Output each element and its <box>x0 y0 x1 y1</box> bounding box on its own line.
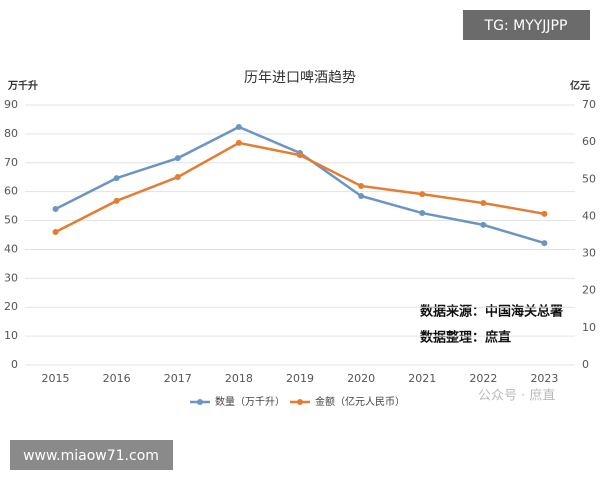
x-tick-label: 2018 <box>225 372 253 385</box>
legend-swatch <box>297 399 303 405</box>
chart-title: 历年进口啤酒趋势 <box>244 70 356 86</box>
y-tick-label: 80 <box>4 127 18 140</box>
y2-tick-label: 30 <box>582 247 596 260</box>
point <box>174 155 181 162</box>
x-tick-label: 2015 <box>42 372 70 385</box>
y-tick-label: 20 <box>4 300 18 313</box>
y-tick-label: 30 <box>4 271 18 284</box>
website: www.miaow71.com <box>23 448 159 464</box>
annotation: 数据整理：庶直 <box>420 330 511 346</box>
y2-tick-label: 40 <box>582 209 596 222</box>
badge: TG: MYYJJPP <box>484 18 568 34</box>
y2-tick-label: 50 <box>582 172 596 185</box>
annotation: 数据来源：中国海关总署 <box>420 304 563 320</box>
point <box>235 123 242 130</box>
legend-label: 数量（万千升） <box>215 395 285 408</box>
point <box>358 182 365 189</box>
website-bg <box>10 440 173 470</box>
point <box>358 193 365 199</box>
point <box>113 197 120 204</box>
badge-bg <box>463 10 590 40</box>
y2-tick-label: 70 <box>582 98 596 111</box>
y2-tick-label: 10 <box>582 321 596 334</box>
point <box>419 191 426 198</box>
x-tick-label: 2019 <box>286 372 314 385</box>
y-tick-label: 0 <box>11 358 18 371</box>
point <box>541 240 548 247</box>
x-tick-label: 2020 <box>347 372 375 385</box>
point <box>113 175 120 182</box>
watermark: 公众号 · 庶直 <box>478 388 555 404</box>
y-tick-label: 40 <box>4 242 18 255</box>
point <box>52 229 59 236</box>
y-tick-label: 70 <box>4 156 18 169</box>
x-tick-label: 2017 <box>164 372 192 385</box>
y-tick-label: 90 <box>4 98 18 111</box>
y-unit: 万千升 <box>7 79 38 92</box>
point <box>480 221 487 228</box>
x-tick-label: 2016 <box>103 372 131 385</box>
x-tick-label: 2021 <box>408 372 436 385</box>
x-tick-label: 2022 <box>469 372 497 385</box>
point <box>480 200 487 207</box>
y2-tick-label: 20 <box>582 284 596 297</box>
y-tick-label: 10 <box>4 329 18 342</box>
point <box>174 174 181 181</box>
y2-tick-label: 0 <box>582 358 589 371</box>
y2-tick-label: 60 <box>582 135 596 148</box>
legend-swatch <box>197 399 203 405</box>
point <box>235 139 242 146</box>
point <box>297 152 303 159</box>
y2-unit: 亿元 <box>570 79 590 92</box>
y-tick-label: 60 <box>4 185 18 198</box>
y-tick-label: 50 <box>4 214 18 227</box>
series-line <box>54 125 545 245</box>
point <box>541 210 548 217</box>
point <box>419 210 426 217</box>
point <box>52 206 59 212</box>
legend-label: 金额（亿元人民币） <box>315 395 405 408</box>
x-tick-label: 2023 <box>530 372 558 385</box>
